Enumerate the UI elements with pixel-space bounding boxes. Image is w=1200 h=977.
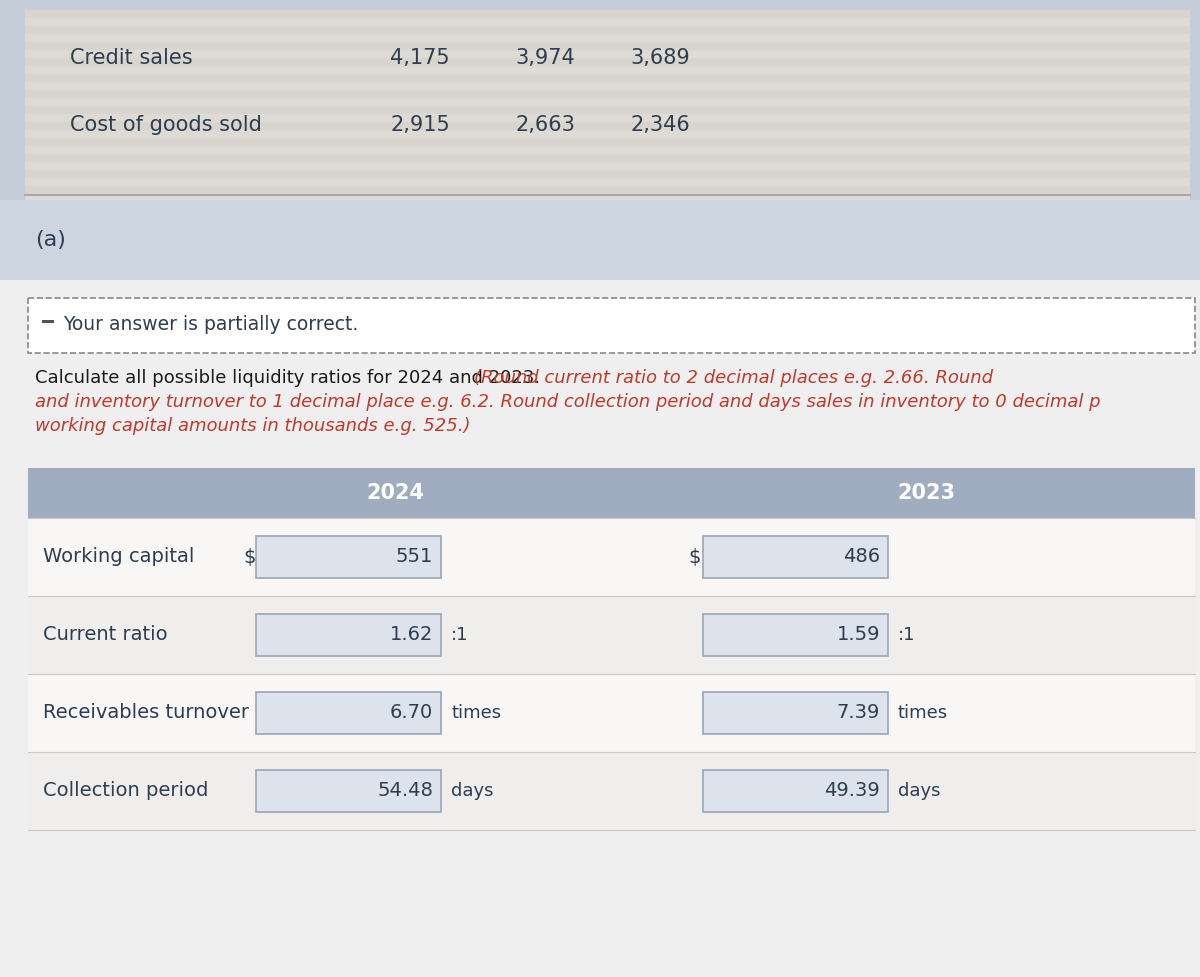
Text: 2024: 2024 — [367, 483, 425, 503]
Bar — [256, 614, 442, 656]
Bar — [25, 162, 1190, 170]
Text: 54.48: 54.48 — [377, 782, 433, 800]
Bar — [25, 18, 1190, 26]
Bar — [25, 194, 1190, 202]
Bar — [703, 692, 888, 734]
Text: 6.70: 6.70 — [390, 703, 433, 723]
Bar — [25, 26, 1190, 34]
Bar — [25, 122, 1190, 130]
Text: Collection period: Collection period — [43, 782, 209, 800]
Text: 551: 551 — [396, 547, 433, 567]
Bar — [703, 614, 888, 656]
Bar — [256, 770, 442, 812]
Bar — [28, 468, 1195, 518]
Bar — [28, 752, 1195, 830]
Text: Calculate all possible liquidity ratios for 2024 and 2023.: Calculate all possible liquidity ratios … — [35, 369, 546, 387]
Text: 49.39: 49.39 — [824, 782, 880, 800]
Bar — [25, 170, 1190, 178]
Bar — [42, 320, 54, 323]
Text: Current ratio: Current ratio — [43, 625, 168, 645]
Text: 1.62: 1.62 — [390, 625, 433, 645]
Bar — [28, 596, 1195, 674]
Bar — [703, 770, 888, 812]
Bar — [25, 178, 1190, 186]
Text: Receivables turnover: Receivables turnover — [43, 703, 250, 723]
Bar — [25, 82, 1190, 90]
Bar — [25, 10, 1190, 18]
Text: 2023: 2023 — [898, 483, 955, 503]
Text: :1: :1 — [898, 626, 916, 644]
Bar — [25, 74, 1190, 82]
Text: 486: 486 — [842, 547, 880, 567]
Text: (Round current ratio to 2 decimal places e.g. 2.66. Round: (Round current ratio to 2 decimal places… — [474, 369, 994, 387]
Text: $: $ — [688, 547, 701, 567]
Text: :1: :1 — [451, 626, 468, 644]
Bar — [703, 536, 888, 578]
Text: 4,175: 4,175 — [390, 48, 450, 68]
Text: days: days — [451, 782, 493, 800]
Bar — [25, 130, 1190, 138]
Bar — [25, 186, 1190, 194]
Bar — [25, 98, 1190, 106]
Bar — [25, 146, 1190, 154]
Bar — [25, 42, 1190, 50]
Text: Your answer is partially correct.: Your answer is partially correct. — [64, 316, 359, 334]
Text: and inventory turnover to 1 decimal place e.g. 6.2. Round collection period and : and inventory turnover to 1 decimal plac… — [35, 393, 1100, 411]
Bar — [0, 280, 1200, 977]
Text: days: days — [898, 782, 941, 800]
Bar — [28, 518, 1195, 596]
Bar — [25, 138, 1190, 146]
Bar — [25, 50, 1190, 58]
Text: times: times — [451, 704, 502, 722]
Bar — [25, 154, 1190, 162]
Text: 3,974: 3,974 — [515, 48, 575, 68]
Bar — [25, 106, 1190, 114]
Bar — [25, 58, 1190, 66]
Text: $: $ — [242, 547, 256, 567]
Text: 7.39: 7.39 — [836, 703, 880, 723]
Text: Cost of goods sold: Cost of goods sold — [70, 115, 262, 135]
Text: Working capital: Working capital — [43, 547, 194, 567]
Text: 2,915: 2,915 — [390, 115, 450, 135]
Text: 2,663: 2,663 — [515, 115, 575, 135]
Text: 2,346: 2,346 — [630, 115, 690, 135]
Bar — [256, 692, 442, 734]
Text: (a): (a) — [35, 230, 66, 250]
Bar — [0, 200, 1200, 280]
Bar — [28, 298, 1195, 353]
Text: 3,689: 3,689 — [630, 48, 690, 68]
Bar — [256, 536, 442, 578]
Text: 1.59: 1.59 — [836, 625, 880, 645]
Text: times: times — [898, 704, 948, 722]
Text: working capital amounts in thousands e.g. 525.): working capital amounts in thousands e.g… — [35, 417, 470, 435]
Bar — [25, 114, 1190, 122]
Bar — [25, 34, 1190, 42]
Bar — [25, 90, 1190, 98]
Bar — [25, 66, 1190, 74]
Text: Credit sales: Credit sales — [70, 48, 193, 68]
Bar — [28, 674, 1195, 752]
Bar — [25, 10, 1190, 195]
